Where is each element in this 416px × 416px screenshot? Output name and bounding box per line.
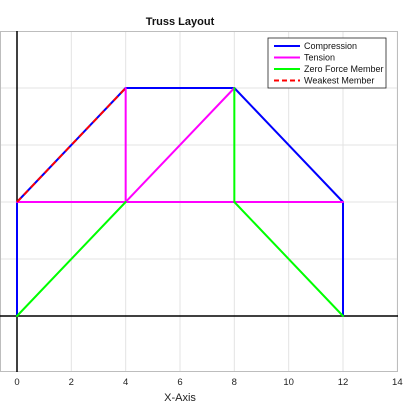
x-axis-label: X-Axis bbox=[164, 392, 196, 404]
x-tick-label: 14 bbox=[392, 377, 403, 388]
x-tick-label: 8 bbox=[232, 377, 237, 388]
zero-force-member-member bbox=[16, 201, 127, 317]
x-tick-label: 0 bbox=[14, 377, 19, 388]
plot-frame bbox=[0, 31, 398, 372]
tick-labels: 0 2 4 6 8 10 12 14 bbox=[14, 377, 402, 388]
x-tick-label: 6 bbox=[177, 377, 182, 388]
x-tick-label: 10 bbox=[283, 377, 294, 388]
legend-entry: Tension bbox=[304, 53, 335, 63]
legend-entry: Weakest Member bbox=[304, 76, 374, 86]
weakest-member-member bbox=[16, 87, 127, 203]
tension-member bbox=[124, 87, 236, 203]
legend-entry: Compression bbox=[304, 41, 357, 51]
chart-title: Truss Layout bbox=[146, 16, 215, 28]
x-tick-label: 4 bbox=[123, 377, 128, 388]
series-layer bbox=[16, 87, 344, 317]
legend-entry: Zero Force Member bbox=[304, 64, 384, 74]
x-tick-label: 2 bbox=[69, 377, 74, 388]
x-tick-label: 12 bbox=[338, 377, 349, 388]
compression-member bbox=[233, 87, 344, 203]
zero-force-member-member bbox=[233, 201, 344, 317]
